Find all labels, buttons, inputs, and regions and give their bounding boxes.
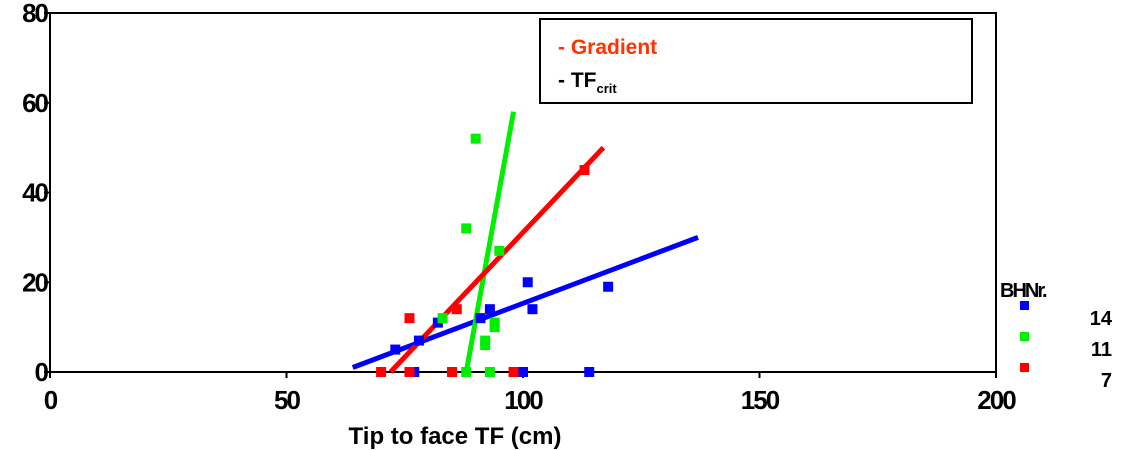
data-point-11	[489, 317, 500, 328]
x-axis-title: Tip to face TF (cm)	[349, 423, 562, 450]
data-point-14	[484, 304, 495, 315]
data-point-14	[603, 281, 614, 292]
data-point-14	[527, 304, 538, 315]
trend-line-7	[388, 145, 606, 374]
y-tick-label: 0	[35, 357, 49, 387]
data-point-7	[508, 367, 519, 377]
data-point-11	[461, 223, 472, 234]
legend-marker-14	[1020, 301, 1029, 310]
legend-label-7: 7	[1101, 370, 1112, 392]
data-point-7	[404, 313, 415, 324]
annotation-tfcrit: - TFcrit	[558, 69, 617, 96]
legend-marker-11	[1020, 332, 1029, 341]
trend-lines	[351, 111, 699, 374]
x-tick-label: 150	[741, 385, 780, 415]
data-point-7	[451, 304, 462, 315]
annotation-tfcrit-main: - TF	[558, 69, 597, 92]
legend-label-14: 14	[1090, 308, 1113, 330]
data-point-11	[437, 313, 448, 324]
trend-line-11	[463, 111, 516, 373]
data-point-11	[461, 367, 472, 377]
axis-ticks: 0 50 100 150 200 0 20 40 60 80	[22, 0, 1018, 415]
data-point-14	[390, 344, 401, 355]
data-point-7	[579, 165, 590, 176]
data-point-7	[376, 367, 387, 377]
x-tick-label: 0	[44, 385, 58, 415]
data-point-11	[470, 133, 481, 144]
legend-title: BHNr.	[1000, 280, 1047, 302]
data-points	[376, 133, 614, 377]
annotation-box-frame	[539, 18, 973, 104]
data-point-14	[584, 367, 595, 377]
y-tick-label: 60	[22, 88, 48, 118]
data-point-7	[447, 367, 458, 377]
data-point-14	[522, 277, 533, 288]
data-point-11	[480, 335, 491, 346]
data-point-11	[494, 245, 505, 256]
x-tick-label: 200	[977, 385, 1016, 415]
data-point-11	[484, 367, 495, 377]
legend-marker-7	[1020, 363, 1029, 372]
trend-line-14	[351, 235, 699, 370]
data-point-14	[413, 335, 424, 346]
annotation-box: - Gradient - TFcrit	[539, 18, 973, 104]
data-point-14	[475, 313, 486, 324]
x-tick-label: 100	[504, 385, 543, 415]
y-tick-label: 80	[22, 0, 48, 28]
x-tick-label: 50	[274, 385, 300, 415]
data-point-14	[518, 367, 528, 377]
annotation-gradient: - Gradient	[558, 36, 657, 59]
legend-label-11: 11	[1091, 339, 1112, 361]
annotation-tfcrit-sub: crit	[596, 81, 617, 96]
legend: BHNr. 14 11 7	[1000, 280, 1113, 392]
data-point-7	[404, 367, 415, 377]
y-tick-label: 20	[22, 267, 48, 297]
y-tick-label: 40	[22, 178, 48, 208]
